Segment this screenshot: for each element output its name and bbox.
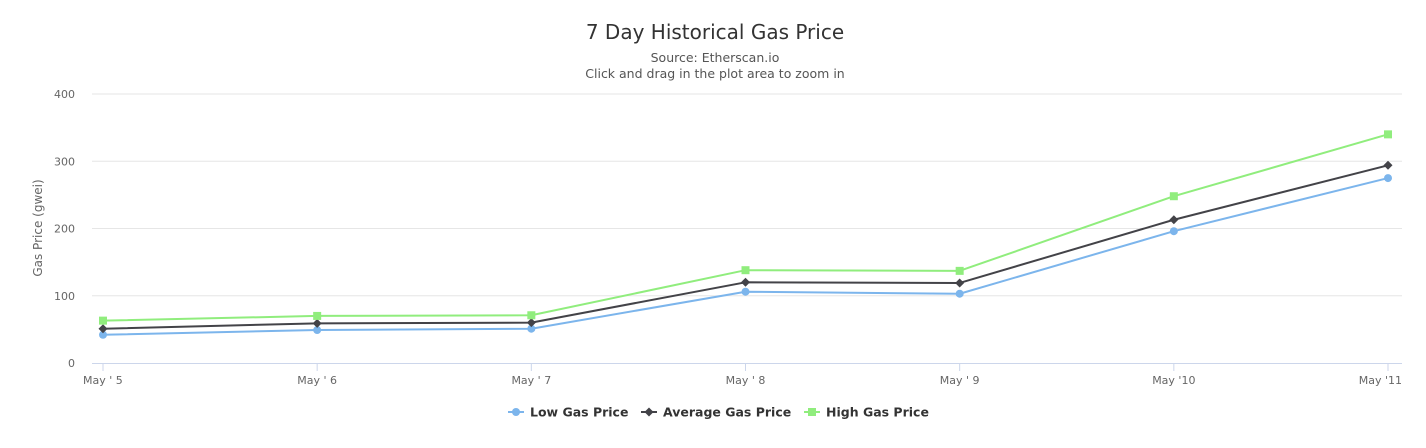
y-tick-label: 300 [54, 155, 75, 168]
data-point[interactable] [312, 318, 322, 328]
data-point[interactable] [1169, 192, 1178, 201]
data-point[interactable] [955, 266, 964, 275]
legend-item[interactable]: Average Gas Price [641, 405, 791, 420]
data-point[interactable] [99, 330, 107, 339]
x-tick-label: May ' 8 [726, 374, 766, 387]
y-tick-label: 200 [54, 223, 75, 236]
data-point[interactable] [526, 318, 536, 328]
data-point[interactable] [313, 326, 322, 335]
series-line[interactable] [102, 177, 1389, 336]
y-axis-label: Gas Price (gwei) [31, 179, 45, 276]
legend-item[interactable]: High Gas Price [804, 405, 929, 420]
series-diamond [98, 160, 1393, 334]
data-point[interactable] [955, 289, 964, 298]
legend-label: High Gas Price [826, 405, 929, 420]
chart-zoom-hint: Click and drag in the plot area to zoom … [585, 66, 844, 81]
data-point[interactable] [1384, 174, 1392, 183]
legend-label: Average Gas Price [663, 405, 791, 420]
data-point[interactable] [741, 277, 750, 287]
x-tick-label: May ' 9 [940, 374, 980, 387]
legend-item[interactable]: Low Gas Price [508, 405, 628, 420]
y-tick-label: 100 [54, 290, 75, 303]
legend-symbol-marker [512, 408, 520, 416]
legend-label: Low Gas Price [530, 405, 628, 420]
data-point[interactable] [1384, 130, 1392, 139]
data-point[interactable] [1169, 227, 1178, 236]
chart-subtitle: Source: Etherscan.io [651, 50, 780, 65]
data-point[interactable] [99, 316, 107, 325]
data-point[interactable] [527, 324, 536, 333]
plot-area[interactable] [98, 130, 1393, 339]
x-tick-label: May ' 6 [297, 374, 337, 387]
x-tick-label: May ' 7 [511, 374, 551, 387]
x-axis: May ' 5 May ' 6 May ' 7 May ' 8 May ' 9 May '… [83, 363, 1402, 387]
legend: Low Gas Price Average Gas Price High Gas P… [508, 405, 929, 420]
series-circle [99, 174, 1392, 339]
legend-symbol-marker [808, 408, 816, 416]
grid-lines [92, 93, 1402, 297]
data-point[interactable] [527, 311, 536, 320]
y-tick-label: 400 [54, 88, 75, 101]
data-point[interactable] [955, 278, 965, 288]
data-point[interactable] [98, 324, 108, 334]
data-point[interactable] [1383, 160, 1393, 170]
series-square [99, 130, 1392, 325]
y-axis-ticks: 0 100 200 300 400 [54, 88, 75, 370]
legend-symbol-marker [644, 407, 654, 417]
y-tick-label: 0 [68, 357, 75, 370]
chart-title: 7 Day Historical Gas Price [586, 20, 844, 44]
x-tick-label: May ' 5 [83, 374, 123, 387]
data-point[interactable] [313, 311, 322, 320]
data-point[interactable] [741, 266, 750, 275]
x-tick-label: May '10 [1152, 374, 1195, 387]
x-tick-label: May '11 [1359, 374, 1402, 387]
data-point[interactable] [1169, 215, 1179, 225]
data-point[interactable] [741, 287, 750, 296]
